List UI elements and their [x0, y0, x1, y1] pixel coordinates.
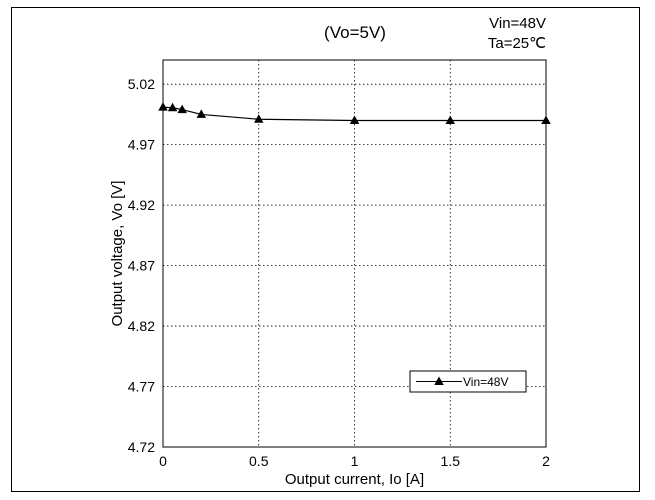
y-tick-label: 4.97	[128, 137, 155, 153]
y-axis-label: Output voltage, Vo [V]	[109, 181, 126, 327]
x-axis-ticks: 0 0.5 1 1.5 2	[159, 453, 550, 469]
x-tick-label: 1	[351, 453, 359, 469]
data-point	[254, 114, 264, 123]
x-axis-label: Output current, Io [A]	[285, 471, 424, 488]
x-tick-label: 0	[159, 453, 167, 469]
data-point	[541, 115, 551, 124]
data-point	[445, 115, 455, 124]
condition-vin: Vin=48V	[489, 15, 546, 32]
y-tick-label: 5.02	[128, 76, 155, 92]
legend-box	[409, 370, 527, 393]
condition-ta: Ta=25℃	[488, 35, 546, 52]
data-point	[349, 115, 360, 124]
data-point	[167, 102, 178, 112]
legend: Vin=48V	[409, 370, 527, 393]
x-tick-label: 1.5	[441, 453, 461, 469]
x-tick-label: 0.5	[249, 453, 269, 469]
data-point	[177, 104, 187, 114]
legend-triangle-marker	[434, 376, 444, 385]
series-layer	[158, 102, 551, 124]
y-axis-ticks: 4.72 4.77 4.82 4.87 4.92 4.97 5.02	[128, 76, 155, 455]
y-tick-label: 4.87	[128, 258, 155, 274]
y-tick-label: 4.92	[128, 197, 155, 213]
y-tick-label: 4.77	[128, 379, 155, 395]
data-point	[196, 109, 207, 118]
y-tick-label: 4.82	[128, 318, 155, 334]
plot-area	[162, 59, 547, 448]
chart-title: (Vo=5V)	[324, 23, 386, 42]
data-point	[158, 102, 168, 111]
chart-frame	[11, 7, 640, 492]
grid-lines	[163, 60, 546, 448]
y-tick-label: 4.72	[128, 439, 155, 455]
x-tick-label: 2	[542, 453, 550, 469]
legend-entry-label: Vin=48V	[463, 375, 509, 389]
